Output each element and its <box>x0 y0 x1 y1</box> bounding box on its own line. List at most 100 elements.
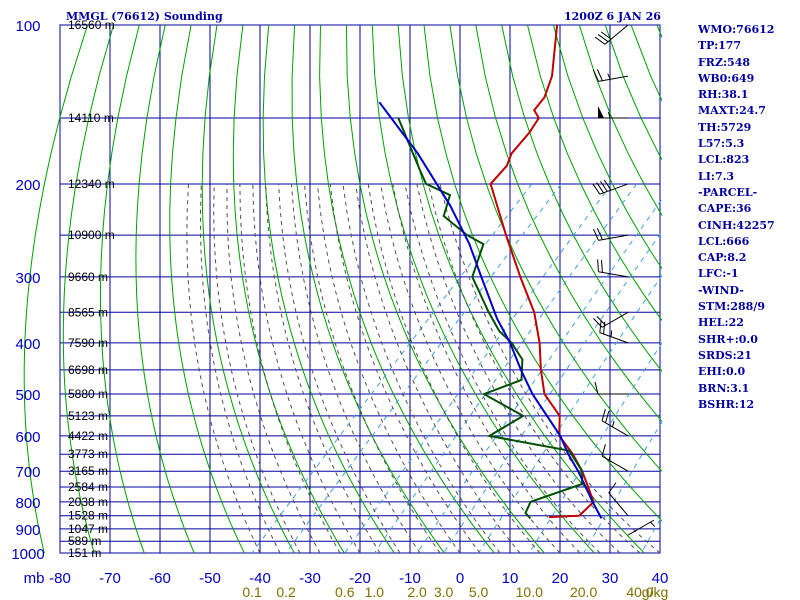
wind-barb-feather <box>601 260 603 273</box>
wind-barb <box>597 259 629 278</box>
moist-adiabat-line <box>329 183 481 554</box>
moist-adiabat-line <box>252 183 361 554</box>
wind-barb <box>592 69 629 82</box>
height-label: 3165 m <box>68 464 108 478</box>
temperature-tick-label: -60 <box>149 570 171 587</box>
wind-barb-staff <box>599 332 629 344</box>
moist-adiabat-line <box>316 183 461 554</box>
height-label: 14110 m <box>68 111 114 125</box>
parameter-item: STM:288/9 <box>698 300 765 314</box>
mixing-ratio-line <box>373 183 638 554</box>
wind-barb-staff <box>601 455 629 472</box>
mixing-ratio-label: 0.1 <box>242 584 262 600</box>
wind-barb-feather <box>600 31 612 40</box>
height-label: 3773 m <box>68 447 108 461</box>
parameter-item: CINH:42257 <box>698 218 775 232</box>
mixing-ratio-label: 5.0 <box>469 584 489 600</box>
pressure-label: 900 <box>15 522 40 539</box>
wind-barb-feather <box>592 228 599 241</box>
mixing-ratio-unit: g/kg <box>642 584 668 600</box>
wind-barb <box>627 519 656 536</box>
parameter-item: -PARCEL- <box>698 185 758 199</box>
height-label: 5880 m <box>68 387 108 401</box>
mixing-ratio-line <box>528 341 662 554</box>
wind-barb-flag <box>598 105 604 118</box>
height-label: 5123 m <box>68 409 108 423</box>
wind-barb-staff <box>608 492 629 517</box>
parameter-item: EHI:0.0 <box>698 365 746 379</box>
wind-barb-staff <box>601 420 629 437</box>
wind-barb <box>608 482 629 517</box>
temperature-tick-label: 10 <box>502 570 519 587</box>
dewpoint-trace <box>397 117 584 520</box>
mixing-ratio-label: 0.2 <box>276 584 296 600</box>
height-label: 9660 m <box>68 270 108 284</box>
dry-adiabat-line <box>62 24 114 554</box>
wind-barb-staff <box>598 75 629 82</box>
wind-barb-feather <box>603 179 612 191</box>
dry-adiabat-line <box>291 24 445 554</box>
temperature-tick-label: -30 <box>299 570 321 587</box>
height-label: 2038 m <box>68 495 108 509</box>
dry-adiabat-line <box>319 24 495 554</box>
wind-barb <box>594 381 628 395</box>
mixing-ratio-line <box>640 515 662 554</box>
wind-barb-feather <box>601 408 606 422</box>
mixing-ratio-line <box>416 198 662 554</box>
wind-barb-half-feather <box>650 521 656 527</box>
parameter-item: SRDS:21 <box>698 348 752 362</box>
background-grid <box>23 24 662 554</box>
temperature-tick-label: -40 <box>249 570 271 587</box>
mixing-ratio-label: 1.0 <box>365 584 385 600</box>
pressure-label: 800 <box>15 495 40 512</box>
parameter-item: CAPE:36 <box>698 202 752 216</box>
mixing-ratio-label: 40.0 <box>626 584 653 600</box>
parameter-item: SHR+:0.0 <box>698 332 758 346</box>
mixing-ratio-label: 20.0 <box>570 584 597 600</box>
dry-adiabat-line <box>423 24 662 522</box>
wind-barb-half-feather <box>608 454 612 461</box>
dry-adiabat-line <box>552 24 662 270</box>
moist-adiabat-line <box>186 183 261 554</box>
wind-barb-staff <box>627 519 655 536</box>
moist-adiabat-line <box>213 183 301 554</box>
dry-adiabat-line <box>232 24 345 554</box>
wind-barb-feather <box>596 69 603 81</box>
wind-barb-feather <box>592 69 599 82</box>
dry-adiabat-line <box>345 24 545 554</box>
parameter-item: TH:5729 <box>698 120 752 134</box>
moist-adiabat-line <box>404 183 601 554</box>
wind-barb <box>593 311 629 328</box>
height-label: 1047 m <box>68 522 108 536</box>
wind-barb <box>594 24 629 45</box>
height-label: 151 m <box>68 546 101 560</box>
parameter-item: LCL:666 <box>698 234 750 248</box>
wind-barb-feather <box>601 444 606 457</box>
pressure-label: 700 <box>15 464 40 481</box>
valid-time: 1200Z 6 JAN 26 <box>564 10 661 23</box>
wind-barb <box>601 408 629 437</box>
height-label: 589 m <box>68 534 101 548</box>
moist-adiabat-line <box>439 183 661 554</box>
parameter-item: CAP:8.2 <box>698 251 747 265</box>
dry-adiabat-line <box>135 24 195 554</box>
moist-adiabat-line <box>278 183 401 554</box>
temperature-tick-label: 30 <box>602 570 619 587</box>
parameter-item: L57:5.3 <box>698 137 745 151</box>
height-label: 16560 m <box>68 18 115 32</box>
dry-adiabat-line <box>99 24 145 554</box>
temperature-tick-label: -50 <box>199 570 221 587</box>
wind-barb-feather <box>599 320 602 333</box>
pressure-label: 600 <box>15 429 40 446</box>
wind-barb-half-feather <box>608 111 611 119</box>
parameter-item: BSHR:12 <box>698 397 755 411</box>
height-label: 4422 m <box>68 429 108 443</box>
mixing-ratio-line <box>344 183 612 554</box>
chart-title: MMGL (76612) Sounding <box>66 10 223 23</box>
parameter-item: LCL:823 <box>698 153 750 167</box>
wind-barb-feather <box>608 482 617 494</box>
moist-adiabat-line <box>416 183 621 554</box>
pressure-label: 400 <box>15 336 40 353</box>
pressure-label: 500 <box>15 387 40 404</box>
wind-barb-feather <box>605 410 610 424</box>
